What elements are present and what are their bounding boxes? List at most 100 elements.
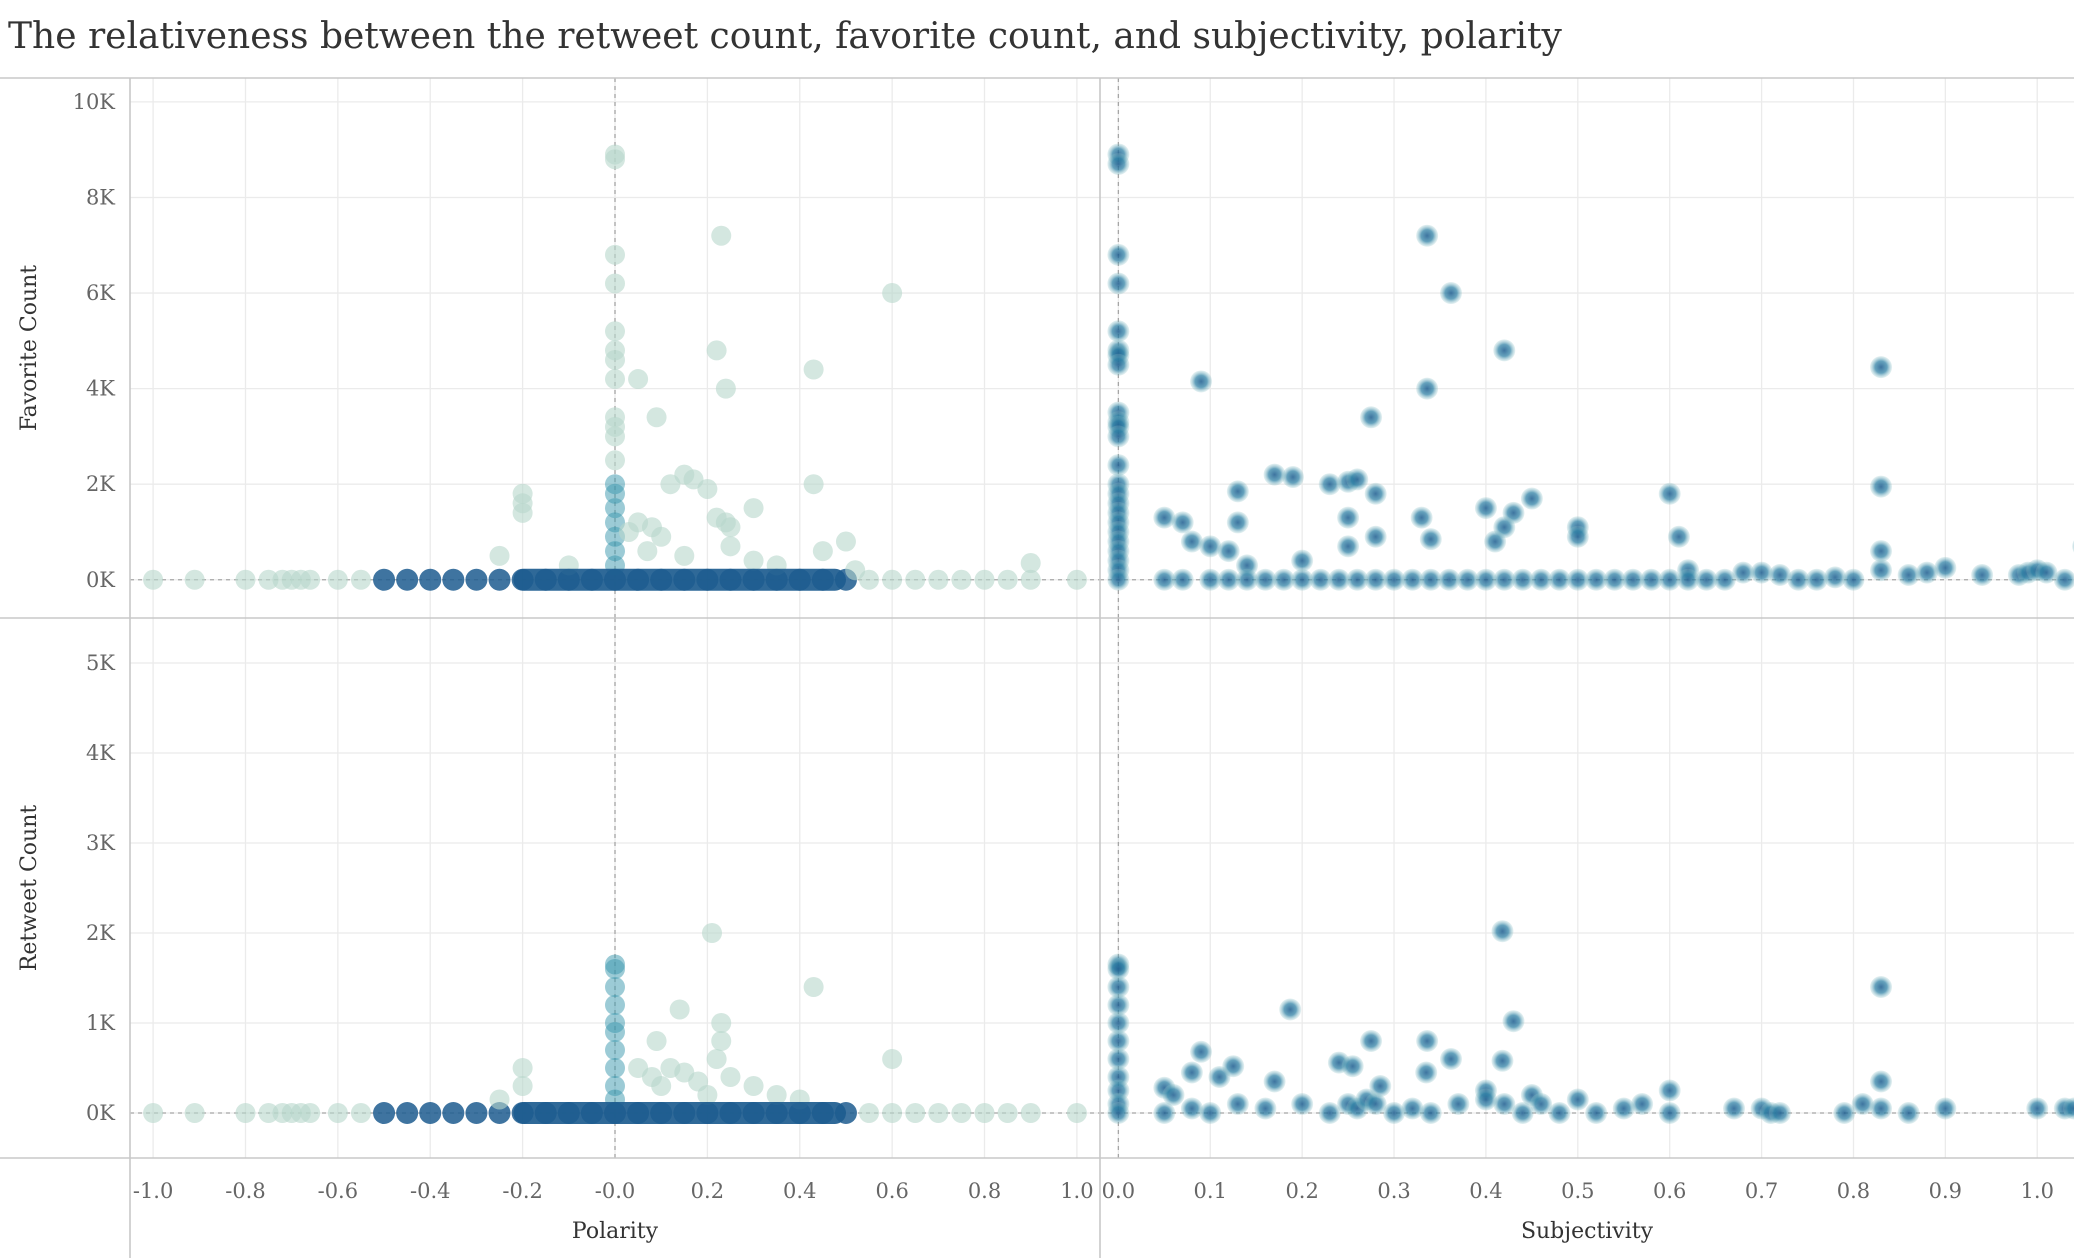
data-point	[350, 1103, 371, 1123]
data-point	[1291, 568, 1314, 591]
data-point	[1107, 243, 1130, 266]
data-point	[1484, 530, 1507, 553]
data-point	[1153, 506, 1176, 529]
x-tick-label: -0.6	[318, 1179, 359, 1203]
data-point	[1107, 153, 1130, 176]
data-point	[1474, 497, 1497, 520]
data-point	[300, 1103, 321, 1123]
data-point	[882, 283, 903, 304]
x-tick-label: 0.1	[1194, 1179, 1227, 1203]
x-tick-label: 0.4	[783, 1179, 816, 1203]
data-point	[1309, 568, 1332, 591]
data-point	[743, 550, 764, 571]
data-point	[442, 1102, 465, 1124]
x-axis-title: Subjectivity	[1521, 1219, 1654, 1244]
data-point	[1416, 1030, 1439, 1052]
data-point	[1180, 530, 1203, 553]
data-point	[1897, 563, 1920, 586]
data-point	[1217, 540, 1240, 563]
data-point	[1180, 1097, 1203, 1120]
data-point	[1493, 568, 1516, 591]
x-tick-label: 0.6	[1653, 1179, 1686, 1203]
data-point	[905, 1103, 926, 1123]
x-tick-label: 0.3	[1377, 1179, 1410, 1203]
data-point	[1713, 568, 1736, 591]
data-point	[711, 225, 732, 246]
data-point	[1199, 1102, 1222, 1124]
x-tick-label: -0.2	[502, 1179, 543, 1203]
data-point	[1066, 1103, 1087, 1123]
data-point	[1621, 568, 1644, 591]
data-point	[697, 1085, 718, 1105]
data-point	[1667, 525, 1690, 548]
data-point	[1416, 377, 1439, 400]
data-point	[419, 568, 442, 591]
data-point	[1190, 1040, 1213, 1063]
data-point	[1824, 566, 1847, 589]
data-point	[1263, 463, 1286, 486]
data-point	[674, 545, 695, 566]
data-point	[706, 340, 727, 361]
data-point	[1272, 568, 1295, 591]
x-tick-label: 0.4	[1469, 1179, 1502, 1203]
data-point	[1401, 1097, 1424, 1120]
data-point	[1566, 568, 1589, 591]
data-point	[1208, 1066, 1231, 1088]
x-tick-label: 0.6	[875, 1179, 908, 1203]
data-point	[1226, 511, 1249, 534]
data-point	[835, 531, 856, 552]
data-point	[845, 560, 866, 581]
data-point	[1416, 224, 1439, 247]
data-point	[1493, 1093, 1516, 1115]
data-point	[1491, 920, 1514, 943]
data-point	[1897, 1102, 1920, 1124]
data-point	[1346, 468, 1369, 491]
data-point	[1870, 1070, 1893, 1093]
data-point	[882, 569, 903, 590]
data-point	[419, 1102, 442, 1124]
data-point	[1263, 1070, 1286, 1093]
data-point	[258, 1103, 279, 1123]
data-point	[1107, 568, 1130, 591]
data-point	[605, 244, 625, 265]
data-point	[974, 1103, 995, 1123]
data-point	[1934, 556, 1957, 579]
y-tick-label: 2K	[86, 921, 115, 945]
data-point	[1723, 1097, 1746, 1120]
x-tick-label: 0.2	[691, 1179, 724, 1203]
data-point	[605, 1040, 625, 1060]
data-point	[1171, 568, 1194, 591]
data-point	[697, 478, 718, 499]
y-axis-title: Retweet Count	[17, 805, 42, 972]
data-point	[1020, 553, 1041, 574]
data-point	[1419, 568, 1442, 591]
data-point	[1915, 561, 1938, 584]
data-point	[184, 1103, 205, 1123]
data-point	[605, 1022, 625, 1042]
data-point	[1658, 1079, 1681, 1102]
data-point	[605, 483, 625, 504]
data-point	[488, 568, 511, 591]
data-point	[803, 474, 824, 495]
data-point	[605, 977, 625, 997]
data-point	[143, 569, 164, 590]
data-point	[1787, 568, 1810, 591]
data-point	[1281, 466, 1304, 489]
data-point	[1833, 1102, 1856, 1124]
data-point	[1415, 1061, 1438, 1084]
data-point	[1364, 525, 1387, 548]
x-axis-title: Polarity	[572, 1219, 659, 1244]
data-point	[1603, 568, 1626, 591]
data-point	[465, 1102, 488, 1124]
data-point	[2035, 561, 2058, 584]
data-point	[1530, 568, 1553, 591]
data-point	[1971, 563, 1994, 586]
data-point	[373, 568, 396, 591]
data-point	[812, 541, 833, 562]
data-point	[651, 526, 672, 547]
y-tick-label: 8K	[86, 185, 115, 209]
data-point	[1337, 506, 1360, 529]
data-point	[882, 1049, 903, 1069]
data-point	[1171, 511, 1194, 534]
data-point	[1066, 569, 1087, 590]
